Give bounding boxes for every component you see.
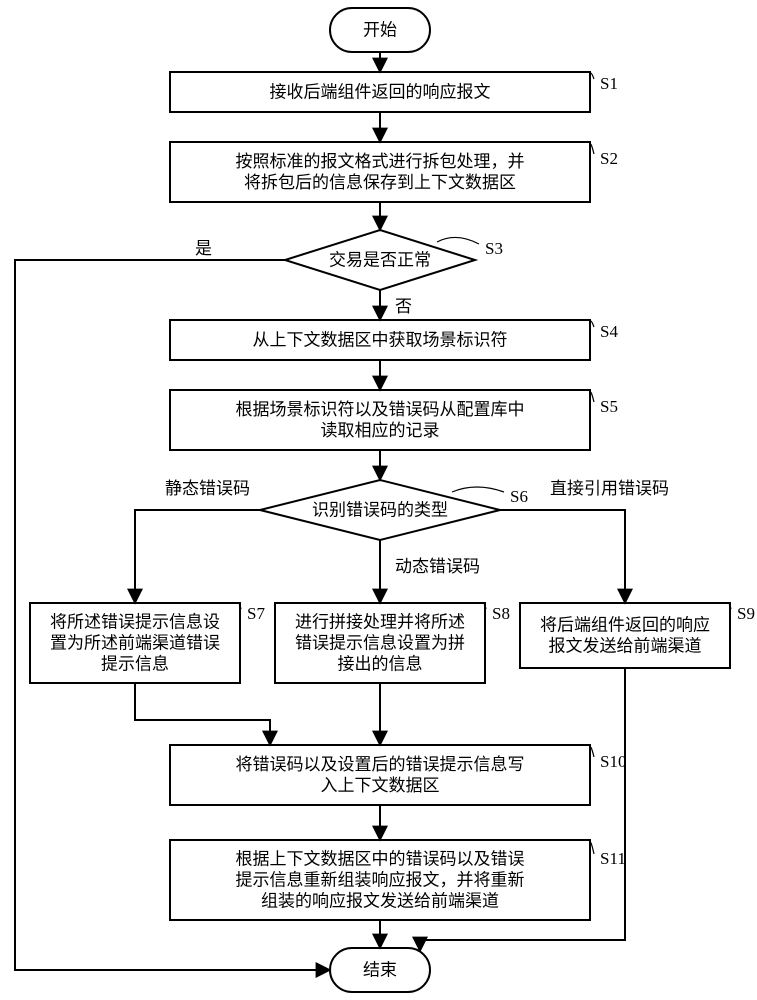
process-s11-line2: 组装的响应报文发送给前端渠道 — [261, 892, 499, 911]
leader-s3 — [437, 237, 479, 244]
process-s1-line0: 接收后端组件返回的响应报文 — [270, 83, 491, 102]
step-label-s1: S1 — [600, 74, 618, 93]
decision-s3-text: 交易是否正常 — [329, 251, 431, 270]
process-s2-line0: 按照标准的报文格式进行拆包处理，并 — [236, 152, 525, 171]
process-s7-line2: 提示信息 — [101, 655, 169, 674]
step-label-s8: S8 — [492, 604, 510, 623]
branch-label-s6_right: 直接引用错误码 — [550, 479, 669, 498]
process-s11-line0: 根据上下文数据区中的错误码以及错误 — [236, 850, 525, 869]
process-s11-line1: 提示信息重新组装响应报文，并将重新 — [236, 871, 525, 890]
step-label-s2: S2 — [600, 149, 618, 168]
step-label-s11: S11 — [600, 849, 626, 868]
process-s9-line0: 将后端组件返回的响应 — [540, 616, 710, 635]
step-label-s9: S9 — [737, 604, 755, 623]
process-s10-line1: 入上下文数据区 — [321, 776, 440, 795]
process-s8-line1: 错误提示信息设置为拼 — [295, 634, 465, 653]
process-s9 — [520, 603, 730, 668]
decision-s6-text: 识别错误码的类型 — [312, 501, 448, 520]
step-label-s5: S5 — [600, 397, 618, 416]
end-terminal-label: 结束 — [363, 961, 397, 980]
step-label-s7: S7 — [247, 604, 265, 623]
process-s8-line2: 接出的信息 — [338, 655, 423, 674]
process-s7-line1: 置为所述前端渠道错误 — [50, 634, 220, 653]
step-label-s6: S6 — [510, 487, 528, 506]
process-s5-line1: 读取相应的记录 — [321, 421, 440, 440]
step-label-s4: S4 — [600, 322, 618, 341]
process-s10-line0: 将错误码以及设置后的错误提示信息写 — [236, 755, 525, 774]
start-terminal-label: 开始 — [363, 21, 397, 40]
edge-S6-S9-8 — [500, 510, 625, 603]
process-s2 — [170, 142, 590, 202]
branch-label-s3_yes: 是 — [195, 239, 212, 258]
branch-label-s6_mid: 动态错误码 — [395, 557, 480, 576]
edge-S6-S7-6 — [135, 510, 260, 603]
process-s9-line1: 报文发送给前端渠道 — [549, 637, 702, 656]
step-label-s10: S10 — [600, 752, 626, 771]
process-s8-line0: 进行拼接处理并将所述 — [295, 613, 465, 632]
process-s7-line0: 将所述错误提示信息设 — [50, 613, 220, 632]
process-s5 — [170, 390, 590, 450]
branch-label-s6_left: 静态错误码 — [165, 479, 250, 498]
process-s4-line0: 从上下文数据区中获取场景标识符 — [253, 331, 508, 350]
process-s2-line1: 将拆包后的信息保存到上下文数据区 — [244, 173, 516, 192]
edge-S7-S10-9 — [135, 683, 270, 745]
process-s5-line0: 根据场景标识符以及错误码从配置库中 — [236, 400, 525, 419]
branch-label-s3_no: 否 — [395, 297, 412, 316]
leader-s6 — [452, 487, 504, 492]
process-s10 — [170, 745, 590, 805]
step-label-s3: S3 — [485, 239, 503, 258]
